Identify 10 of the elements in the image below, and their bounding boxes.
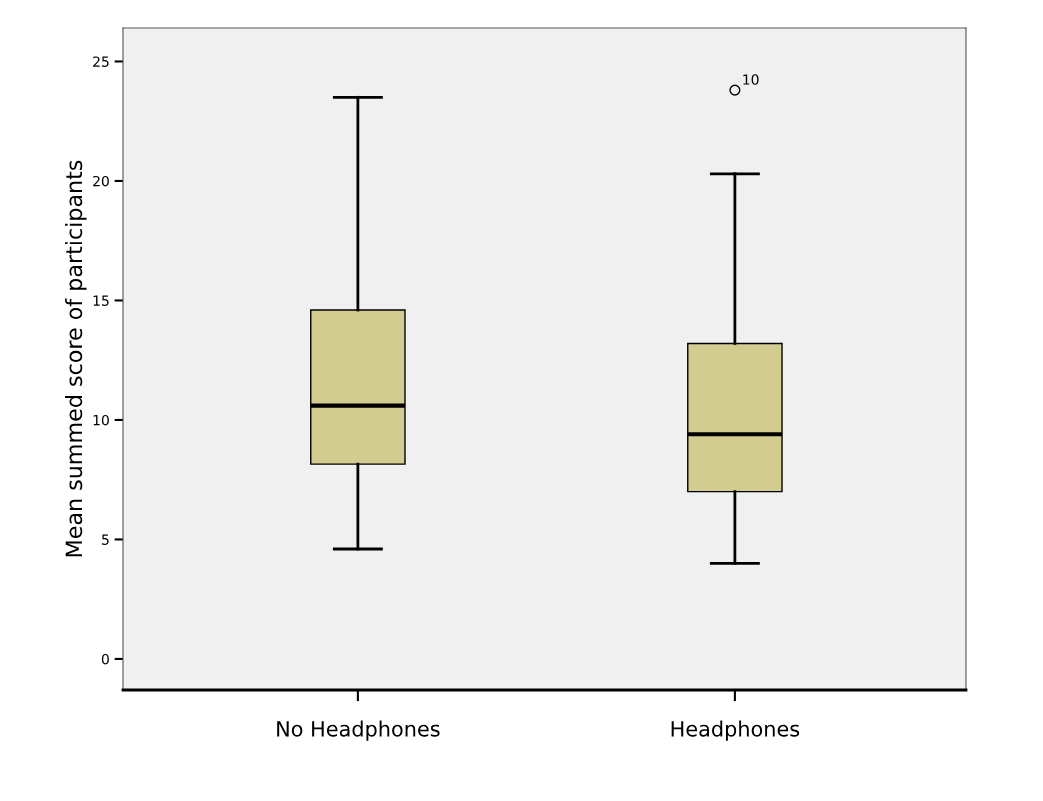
y-tick-label: 0 <box>101 653 109 665</box>
annotation: 10 <box>743 74 759 85</box>
y-tick-label: 5 <box>102 534 109 545</box>
x-tick-label: No Headphones <box>277 720 440 741</box>
y-tick-label: 10 <box>93 414 109 426</box>
x-tick-label: Headphones <box>671 720 800 741</box>
y-tick-label: 25 <box>93 56 109 67</box>
y-axis-title: Mean summed score of participants <box>65 160 87 557</box>
y-tick-label: 20 <box>93 175 109 187</box>
y-tick-label: 15 <box>93 295 109 306</box>
